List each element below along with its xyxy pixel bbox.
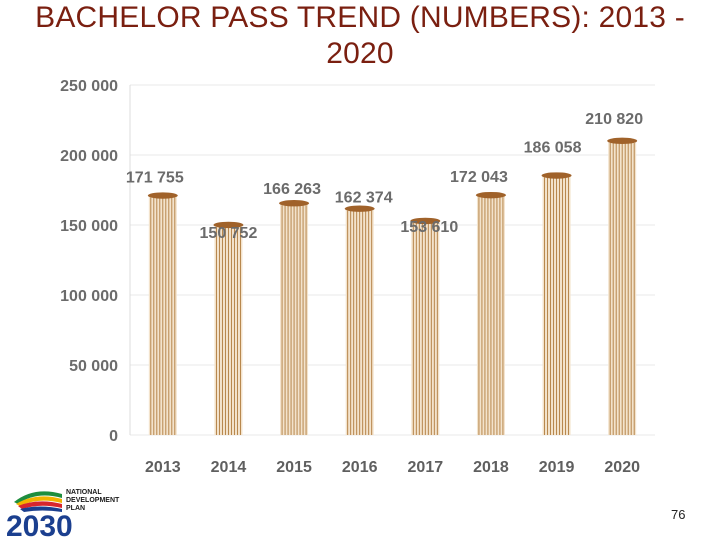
slide-number: 76 <box>671 507 686 522</box>
data-label: 166 263 <box>263 181 321 198</box>
bar-cap <box>607 137 638 145</box>
bar <box>147 192 178 435</box>
y-tick-label: 50 000 <box>69 358 118 375</box>
data-label: 210 820 <box>585 111 643 128</box>
bar-cap <box>213 221 244 229</box>
x-axis-tick-labels: 2013 2014 2015 2016 2017 2018 2019 2020 <box>145 459 640 476</box>
data-label: 171 755 <box>126 170 184 187</box>
x-tick-label: 2018 <box>473 459 509 476</box>
bar <box>279 200 310 435</box>
y-tick-label: 100 000 <box>60 288 118 305</box>
x-tick-label: 2015 <box>276 459 312 476</box>
data-labels: 171 755 150 752 166 263 162 374 153 610 172 0… <box>126 111 643 242</box>
bars <box>147 137 638 436</box>
data-label: 186 058 <box>524 140 582 157</box>
data-label: 162 374 <box>335 190 393 207</box>
data-label: 150 752 <box>200 225 258 242</box>
bar <box>213 221 244 435</box>
data-label: 172 043 <box>450 169 508 186</box>
bar <box>344 205 375 435</box>
x-tick-label: 2016 <box>342 459 378 476</box>
x-tick-label: 2019 <box>539 459 575 476</box>
bar <box>410 217 441 435</box>
x-tick-label: 2020 <box>604 459 640 476</box>
ndp-flag-swoosh-icon <box>14 491 62 512</box>
page-title: BACHELOR PASS TREND (NUMBERS): 2013 - 20… <box>35 1 685 70</box>
bar-cap <box>541 172 572 179</box>
bar-cap <box>147 192 178 199</box>
bar-cap <box>410 217 441 225</box>
x-tick-label: 2013 <box>145 459 181 476</box>
bar-cap <box>279 200 310 207</box>
logo-text-line1: NATIONAL <box>66 489 102 496</box>
gridlines <box>129 84 655 436</box>
y-tick-label: 0 <box>109 428 118 445</box>
logo-text-line3: PLAN <box>66 505 85 512</box>
y-tick-label: 150 000 <box>60 218 118 235</box>
logo-text-line2: DEVELOPMENT <box>66 497 120 504</box>
x-tick-label: 2014 <box>211 459 247 476</box>
bar-cap <box>475 191 506 199</box>
bar <box>475 191 506 435</box>
y-axis-tick-labels: 0 50 000 100 000 150 000 200 000 250 000 <box>60 78 118 445</box>
x-tick-label: 2017 <box>408 459 444 476</box>
y-tick-label: 200 000 <box>60 148 118 165</box>
y-tick-label: 250 000 <box>60 78 118 95</box>
bar <box>541 172 572 435</box>
data-label: 153 610 <box>400 219 458 236</box>
logo-year: 2030 <box>6 510 73 538</box>
bar <box>607 137 638 436</box>
bar-cap <box>344 205 375 212</box>
ndp-2030-logo: NATIONAL DEVELOPMENT PLAN 2030 <box>6 489 120 538</box>
